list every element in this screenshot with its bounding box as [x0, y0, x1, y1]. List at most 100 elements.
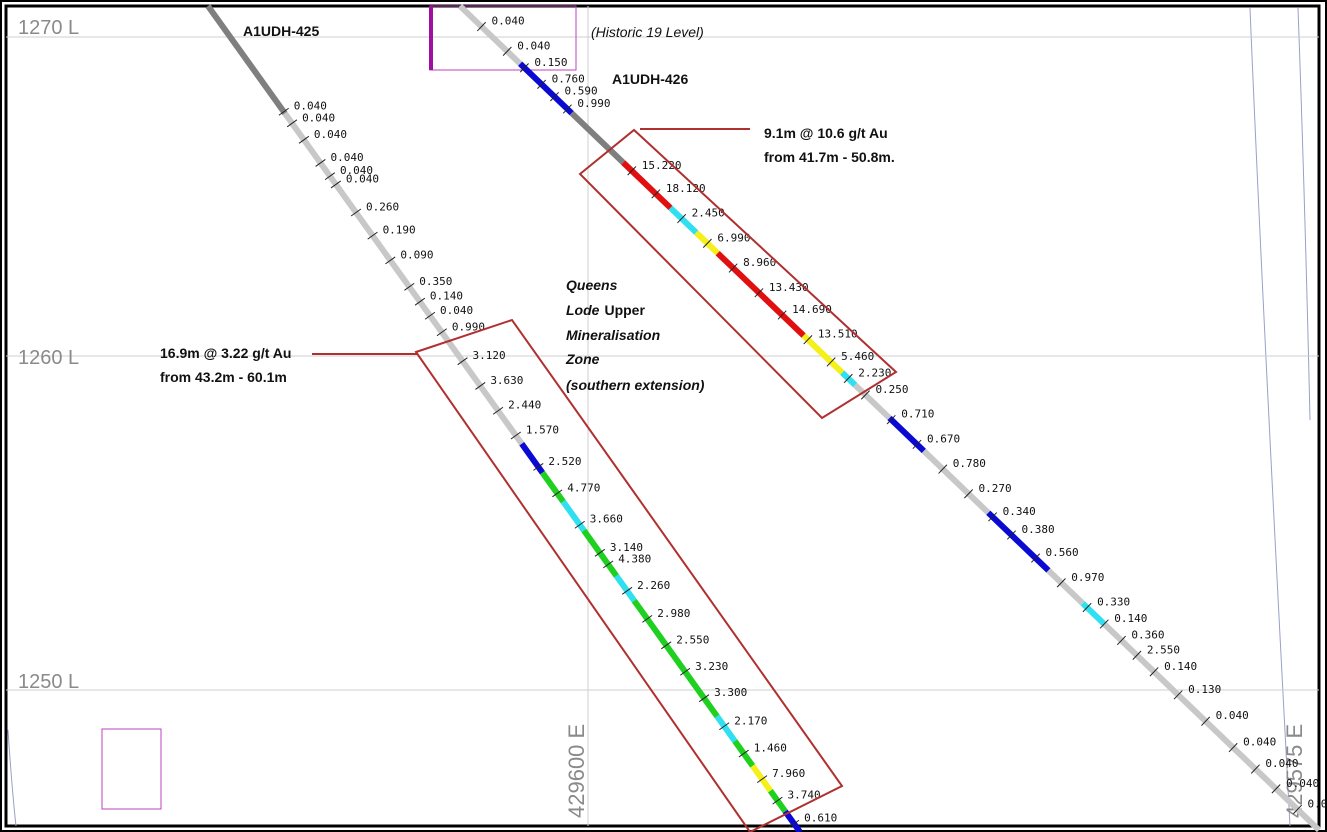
hole-segment: [750, 764, 773, 793]
assay-label: 0.380: [1021, 523, 1054, 536]
hole-segment: [569, 110, 626, 165]
sample-tick: [772, 796, 783, 805]
sample-tick: [702, 238, 712, 248]
sample-tick: [424, 311, 436, 320]
sample-tick: [457, 357, 468, 366]
assay-label: 0.130: [1188, 683, 1221, 696]
assay-label: 0.780: [953, 457, 986, 470]
hole-segment: [519, 442, 545, 475]
assay-label: 3.140: [610, 541, 643, 554]
assay-label: 0.590: [564, 85, 597, 98]
zone-label-line-4: Zone: [565, 351, 600, 367]
hole-segment: [614, 574, 637, 603]
sample-tick: [367, 231, 378, 240]
sample-tick: [621, 586, 633, 595]
easting-label-429600: 429600 E: [564, 724, 589, 818]
hole-segment: [631, 598, 720, 719]
assay-label: 0.350: [419, 275, 452, 288]
assay-label: 3.630: [490, 374, 523, 387]
hole-segment: [581, 528, 619, 578]
sample-tick: [278, 107, 289, 116]
assay-label: 0.710: [901, 408, 934, 421]
assay-label: 0.040: [1216, 709, 1249, 722]
sample-tick: [886, 414, 896, 425]
sample-tick: [594, 548, 606, 557]
hole-segment: [782, 809, 803, 832]
assay-label: 0.040: [1243, 736, 1276, 749]
assay-label: 2.230: [858, 366, 891, 379]
sample-tick: [533, 463, 544, 471]
assay-label: 0.090: [400, 248, 433, 261]
sample-tick: [1201, 716, 1211, 726]
sample-tick: [826, 357, 836, 367]
small-magenta-box: [101, 728, 162, 810]
hole-segment: [668, 205, 699, 235]
drillhole-a1udh-425: 0.0400.0400.0400.0400.0400.0400.2600.190…: [205, 4, 837, 832]
sample-tick: [298, 135, 310, 144]
assay-label: 0.040: [340, 164, 373, 177]
sample-tick: [988, 512, 998, 522]
assay-label: 1.570: [526, 424, 559, 437]
assay-label: 0.040: [302, 111, 335, 124]
assay-label: 0.140: [1164, 660, 1197, 673]
sample-tick: [537, 79, 547, 89]
intercept-box-a1udh-425: [414, 318, 844, 832]
assay-label: 7.960: [772, 767, 805, 780]
assay-label: 2.550: [676, 633, 709, 646]
sample-tick: [1271, 784, 1281, 794]
sample-tick: [286, 119, 298, 128]
hole-segment: [921, 448, 991, 515]
intercept-426-depth: from 41.7m - 50.8m.: [764, 149, 895, 165]
assay-label: 1.460: [754, 742, 787, 755]
assay-label: 0.040: [1308, 797, 1327, 810]
hole-segment: [887, 415, 926, 454]
hole-segment: [1102, 621, 1322, 832]
assay-label: 0.610: [804, 812, 837, 825]
assay-label: 0.990: [452, 320, 485, 333]
right-boundary-line: [1249, 7, 1291, 827]
sample-tick: [385, 256, 396, 265]
hole-segment: [621, 160, 673, 211]
assay-label: 2.980: [657, 607, 690, 620]
sample-tick: [912, 439, 922, 450]
assay-label: 15.220: [642, 159, 682, 172]
hole-segment: [1046, 568, 1085, 606]
sample-tick: [603, 560, 614, 569]
hole-label-a1udh-426: A1UDH-426: [612, 71, 688, 87]
sample-tick: [788, 819, 800, 828]
sample-tick: [502, 46, 512, 56]
assay-label: 13.510: [818, 328, 858, 341]
sample-tick: [436, 328, 448, 337]
assay-label: 0.140: [430, 290, 463, 303]
sample-tick: [679, 667, 691, 676]
sample-tick: [1228, 742, 1238, 753]
sample-tick: [330, 180, 342, 189]
assay-label: 3.740: [788, 789, 821, 802]
sample-tick: [574, 520, 585, 529]
sample-tick: [1082, 602, 1092, 613]
assay-label: 0.670: [927, 432, 960, 445]
assay-label: 0.990: [577, 97, 610, 110]
hole-segment: [1080, 601, 1107, 627]
hole-segment: [457, 3, 523, 66]
sample-tick: [414, 297, 426, 306]
sample-tick: [404, 282, 415, 291]
sample-tick: [754, 288, 764, 298]
sample-tick: [728, 263, 738, 273]
sample-tick: [1293, 804, 1303, 815]
hole-segment: [560, 499, 587, 533]
assay-label: 0.040: [491, 15, 524, 28]
assay-label: 0.270: [979, 482, 1012, 495]
hole-segment: [801, 333, 845, 375]
assay-label: 0.330: [1097, 596, 1130, 609]
sample-tick: [938, 464, 948, 474]
hole-segment: [986, 510, 1051, 573]
hole-label-a1udh-425: A1UDH-425: [243, 23, 319, 39]
assay-label: 0.040: [1286, 777, 1319, 790]
sample-tick: [1006, 530, 1016, 540]
intercept-425-grade: 16.9m @ 3.22 g/t Au: [160, 345, 291, 361]
sample-tick: [315, 159, 326, 167]
intercept-box-a1udh-426: [578, 128, 898, 420]
assay-label: 8.960: [743, 256, 776, 269]
